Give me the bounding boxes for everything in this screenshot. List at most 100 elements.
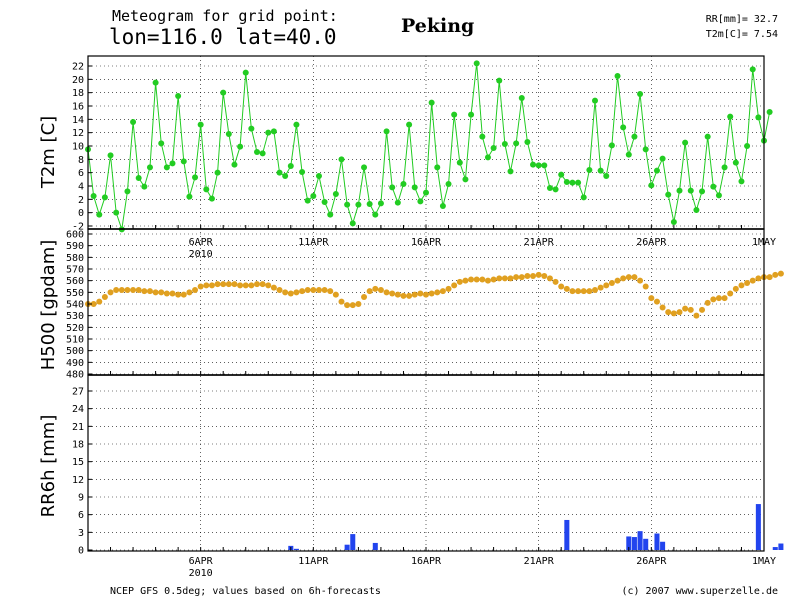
h500-point xyxy=(332,291,339,298)
h500-point xyxy=(192,287,199,293)
y-tick-label: 550 xyxy=(66,288,84,299)
h500-point xyxy=(310,287,317,293)
h500-point xyxy=(276,287,283,293)
temp-point xyxy=(321,199,328,205)
temp-point xyxy=(389,184,396,191)
temp-point xyxy=(569,179,576,186)
y-tick-label: 2 xyxy=(78,195,84,206)
temp-point xyxy=(254,149,260,155)
x-tick-label: 21APR xyxy=(524,556,555,567)
temp-point xyxy=(439,203,446,209)
grid-lines xyxy=(88,56,765,551)
y-tick-label: 0 xyxy=(78,546,84,557)
h500-point xyxy=(676,309,683,316)
x-year-label: 2010 xyxy=(189,249,213,260)
h500-point xyxy=(135,287,142,293)
temp-point xyxy=(535,162,542,169)
temp-point xyxy=(361,164,368,171)
temp-point xyxy=(146,164,153,171)
y-tick-label: 16 xyxy=(72,102,84,113)
temp-point xyxy=(721,164,728,171)
copyright: (c) 2007 www.superzelle.de xyxy=(621,586,778,597)
temp-point xyxy=(208,195,215,202)
temp-point xyxy=(90,193,97,199)
h500-point xyxy=(501,275,508,282)
h500-point xyxy=(462,277,469,284)
temp-point xyxy=(710,183,717,190)
h500-point xyxy=(265,282,272,289)
temp-point xyxy=(704,133,711,140)
temp-point xyxy=(575,179,582,186)
temp-point xyxy=(496,77,503,84)
temp-point xyxy=(135,175,142,181)
rain-bar xyxy=(637,531,643,550)
temp-point xyxy=(749,66,756,73)
h500-point xyxy=(299,288,306,295)
temp-point xyxy=(732,159,739,166)
h500-point xyxy=(468,276,475,283)
h500-point xyxy=(287,290,294,297)
temp-point xyxy=(214,169,221,176)
temp-point xyxy=(434,164,441,171)
h500-point xyxy=(563,285,570,292)
rain-bar xyxy=(654,533,660,550)
temp-point xyxy=(468,111,475,118)
temp-series-line xyxy=(87,63,771,230)
temp-point xyxy=(451,111,458,118)
temp-point xyxy=(372,211,379,218)
temp-point xyxy=(524,139,531,145)
temp-point xyxy=(315,173,322,179)
temp-point xyxy=(186,193,193,200)
h500-point xyxy=(394,291,401,298)
temp-point xyxy=(141,183,148,190)
h500-point xyxy=(434,289,441,296)
h500-point xyxy=(237,282,244,289)
temp-point xyxy=(163,164,170,171)
temp-point xyxy=(699,188,706,195)
x-tick-label: 6APR xyxy=(189,237,214,248)
y-tick-label: 15 xyxy=(72,457,84,468)
h500-point xyxy=(175,291,182,298)
h500-point xyxy=(96,298,103,305)
h500-point xyxy=(90,301,97,307)
temp-point xyxy=(473,60,480,67)
y-tick-label: 6 xyxy=(78,510,84,521)
h500-point xyxy=(530,273,537,279)
temp-point xyxy=(349,220,356,227)
h500-point xyxy=(648,295,655,302)
y-tick-label: 6 xyxy=(78,168,84,179)
temp-point xyxy=(541,162,548,169)
h500-point xyxy=(507,275,514,282)
h500-point xyxy=(682,305,689,312)
temp-point xyxy=(659,155,666,162)
h500-point xyxy=(744,280,751,286)
temp-point xyxy=(597,167,604,174)
h500-point xyxy=(327,288,334,295)
temp-point xyxy=(665,191,672,198)
h500-point xyxy=(620,275,627,282)
t2m-mean: T2m[C]= 7.54 xyxy=(706,29,778,40)
temp-point xyxy=(355,201,362,208)
h500-point xyxy=(693,312,700,319)
h500-point xyxy=(163,290,170,297)
source-note: NCEP GFS 0.5deg; values based on 6h-fore… xyxy=(110,586,381,597)
h500-point xyxy=(428,290,435,297)
temp-point xyxy=(366,201,373,207)
y-tick-label: 580 xyxy=(66,253,84,264)
rain-bar xyxy=(660,541,666,550)
temp-point xyxy=(192,174,199,181)
h500-point xyxy=(535,271,542,278)
y-tick-label: 24 xyxy=(72,404,84,415)
h500-point xyxy=(524,273,531,279)
h500-point xyxy=(732,285,739,292)
temp-point xyxy=(411,184,418,191)
temp-point xyxy=(693,207,700,213)
temp-point xyxy=(445,181,452,187)
temp-point xyxy=(282,173,289,179)
h500-point xyxy=(721,295,728,302)
h500-point xyxy=(270,284,277,291)
h500-point xyxy=(169,290,176,297)
h500-point xyxy=(518,274,525,281)
h500-point xyxy=(659,304,666,311)
